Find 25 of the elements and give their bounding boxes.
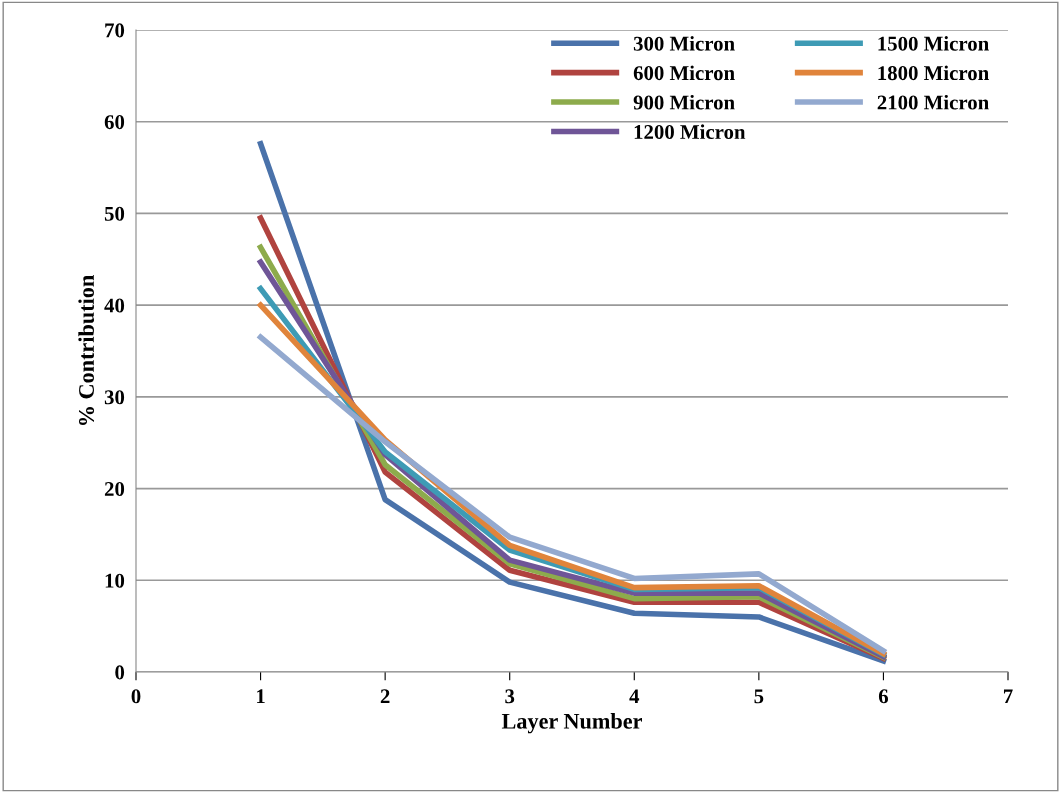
y-tick-label: 40 xyxy=(104,298,125,313)
legend-label: 1800 Micron xyxy=(878,65,989,81)
legend-label: 600 Micron xyxy=(633,65,735,81)
y-axis-title: % Contribution xyxy=(78,275,95,425)
y-tick-label: 30 xyxy=(104,390,125,405)
x-tick-label: 5 xyxy=(754,689,764,704)
y-tick-label: 20 xyxy=(104,481,125,496)
x-axis-title: Layer Number xyxy=(501,713,642,734)
y-tick-label: 10 xyxy=(105,573,125,588)
y-tick-label: 70 xyxy=(105,23,125,38)
y-tick-label: 60 xyxy=(104,115,125,130)
x-tick-label: 7 xyxy=(1003,689,1013,704)
x-tick-label: 0 xyxy=(131,689,141,704)
legend-label: 1500 Micron xyxy=(878,36,989,51)
y-tick-label: 0 xyxy=(115,665,125,680)
x-tick-label: 3 xyxy=(505,689,515,704)
legend-label: 1200 Micron xyxy=(634,124,746,140)
legend-label: 900 Micron xyxy=(633,94,735,110)
x-tick-label: 6 xyxy=(878,689,889,704)
legend-label: 2100 Micron xyxy=(877,94,989,110)
x-tick-label: 2 xyxy=(380,689,390,704)
legend-label: 300 Micron xyxy=(633,36,735,51)
x-tick-label: 4 xyxy=(629,689,640,704)
y-tick-label: 50 xyxy=(104,206,125,221)
x-tick-label: 1 xyxy=(257,689,265,704)
